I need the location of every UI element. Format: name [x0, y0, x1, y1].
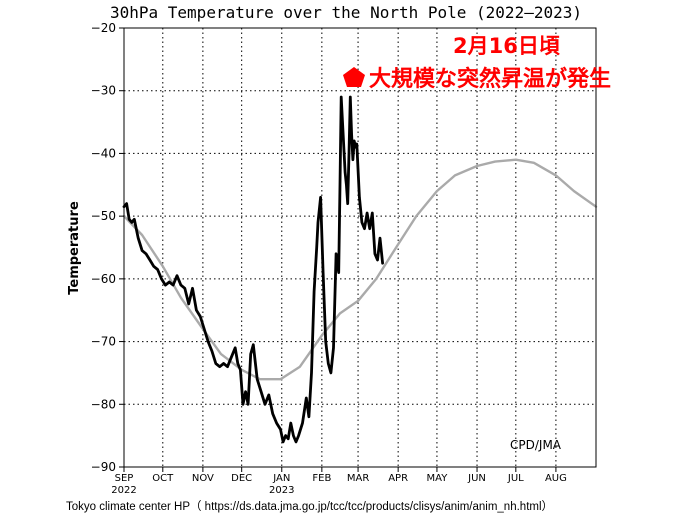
pentagon-marker-icon: [343, 67, 365, 87]
y-axis-label: Temperature: [67, 201, 82, 295]
y-tick-label: −60: [91, 272, 116, 286]
y-tick-label: −90: [91, 460, 116, 474]
chart-title: 30hPa Temperature over the North Pole (2…: [110, 3, 582, 22]
plot-frame: [123, 27, 597, 468]
y-tick-label: −40: [91, 146, 116, 160]
x-tick-label: JUN: [467, 473, 486, 484]
x-tick-label: APR: [388, 473, 408, 484]
x-tick-label: FEB: [312, 473, 331, 484]
x-tick-label: MAY: [427, 473, 449, 484]
x-tick-label: DEC: [231, 473, 252, 484]
x-tick-label: MAR: [347, 473, 369, 484]
credit-label: CPD/JMA: [510, 438, 562, 452]
y-axis-ticks: −20 −30 −40 −50 −60 −70 −80 −90: [91, 21, 124, 474]
y-tick-label: −80: [91, 397, 116, 411]
y-tick-label: −30: [91, 84, 116, 98]
y-tick-label: −20: [91, 21, 116, 35]
grid-lines: [124, 28, 596, 467]
x-year-label: 2023: [269, 485, 294, 496]
x-year-label: 2022: [111, 485, 136, 496]
x-tick-label: JAN: [272, 473, 290, 484]
series-line-observed: [122, 95, 384, 444]
annotation-event: 大規模な突然昇温が発生: [369, 66, 611, 92]
source-caption: Tokyo climate center HP（ https://ds.data…: [66, 500, 553, 513]
x-tick-label: OCT: [152, 473, 174, 484]
series-lines: [122, 95, 598, 444]
x-tick-label: SEP: [115, 473, 134, 484]
y-tick-label: −50: [91, 209, 116, 223]
x-tick-label: AUG: [545, 473, 567, 484]
annotation-date: 2月16日頃: [453, 34, 561, 58]
x-tick-label: JUL: [507, 473, 524, 484]
x-tick-label: NOV: [192, 473, 214, 484]
y-tick-label: −70: [91, 335, 116, 349]
